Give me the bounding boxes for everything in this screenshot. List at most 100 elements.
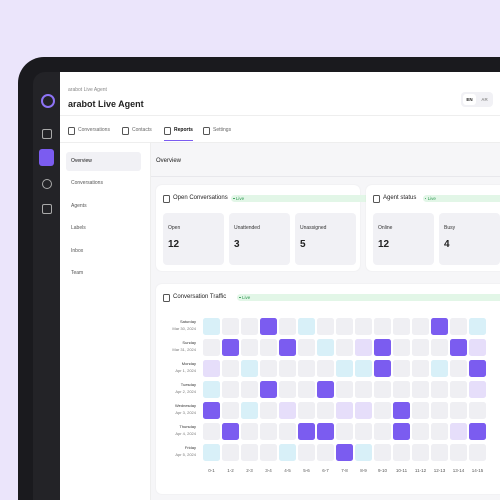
stat-value: 12 — [168, 239, 180, 250]
heatmap-cell — [393, 381, 410, 398]
row-day: Wednesday — [174, 403, 196, 408]
heatmap-cell — [279, 444, 296, 461]
heatmap-cell — [450, 402, 467, 419]
column-label: 0-1 — [208, 468, 215, 473]
column-label: 10-11 — [395, 468, 408, 473]
row-day: Saturday — [179, 319, 196, 324]
heatmap-cell — [412, 360, 429, 377]
row-day: Thursday — [179, 424, 196, 429]
heatmap-cell — [431, 339, 448, 356]
app: arabot Live Agent arabot Live Agent EN AR… — [60, 72, 500, 500]
heatmap-cell — [469, 318, 486, 335]
heatmap-cell — [241, 381, 258, 398]
live-badge: Live — [230, 195, 435, 202]
sidebar-item[interactable]: Agents — [71, 202, 87, 209]
heatmap-cell — [222, 339, 239, 356]
column-label: 14-15 — [471, 468, 484, 473]
bot-icon[interactable] — [42, 129, 52, 139]
heatmap-cell — [222, 381, 239, 398]
heatmap-cell — [203, 360, 220, 377]
card-icon — [373, 195, 380, 203]
heatmap-cell — [355, 360, 372, 377]
heatmap-cell — [241, 360, 258, 377]
stat-box: Open 12 — [163, 213, 224, 265]
tab[interactable]: Reports — [164, 124, 193, 141]
reports-icon[interactable] — [39, 149, 54, 166]
sidebar-item[interactable]: Inbox — [71, 247, 84, 254]
tab-icon — [164, 127, 171, 135]
heatmap-cell — [317, 381, 334, 398]
heatmap-cell — [469, 381, 486, 398]
header-title: arabot Live Agent — [68, 99, 144, 109]
card-title: Conversation Traffic — [173, 294, 227, 300]
heatmap-cell — [412, 318, 429, 335]
heatmap-cell — [241, 402, 258, 419]
row-date: Apr 3, 2024 — [175, 410, 196, 415]
column-label: 3-4 — [265, 468, 272, 473]
heatmap-cell — [298, 339, 315, 356]
stat-box: Unassigned 5 — [295, 213, 356, 265]
column-label: 1-2 — [227, 468, 234, 473]
stat-label: Open — [168, 225, 181, 231]
language-button[interactable]: EN — [463, 94, 476, 105]
heatmap-cell — [355, 402, 372, 419]
heatmap-cell — [393, 423, 410, 440]
heatmap-cell — [450, 423, 467, 440]
globe-icon[interactable] — [42, 179, 52, 189]
heatmap-cell — [317, 402, 334, 419]
sidebar: Overview Conversations Agents Labels Inbox Te… — [60, 143, 151, 500]
heatmap-cell — [203, 381, 220, 398]
heatmap-cell — [298, 318, 315, 335]
heatmap-cell — [222, 444, 239, 461]
heatmap-cell — [298, 381, 315, 398]
heatmap-cell — [336, 381, 353, 398]
heatmap-cell — [222, 423, 239, 440]
heatmap-cell — [279, 339, 296, 356]
stat-value: 5 — [300, 239, 306, 250]
language-button[interactable]: AR — [481, 97, 488, 102]
tab[interactable]: Settings — [213, 127, 232, 133]
heatmap-cell — [469, 360, 486, 377]
heatmap-cell — [393, 360, 410, 377]
heatmap-cell — [450, 444, 467, 461]
heatmap-cell — [431, 423, 448, 440]
content: Overview Open Conversations Live Open 12 Una… — [151, 143, 500, 500]
heatmap-cell — [260, 381, 277, 398]
heatmap-cell — [336, 360, 353, 377]
heatmap-cell — [279, 402, 296, 419]
sidebar-item[interactable]: Team — [71, 270, 84, 276]
heatmap-cell — [431, 444, 448, 461]
help-icon[interactable] — [42, 204, 52, 214]
heatmap-cell — [279, 423, 296, 440]
heatmap-cell — [279, 318, 296, 335]
heatmap-cell — [241, 444, 258, 461]
heatmap-cell — [336, 402, 353, 419]
stat-label: Online — [378, 225, 393, 231]
column-label: 6-7 — [322, 468, 329, 473]
row-day: Monday — [181, 361, 196, 366]
stat-box: Unattended 3 — [229, 213, 290, 265]
sidebar-item[interactable]: Overview — [66, 152, 141, 171]
heatmap-cell — [317, 360, 334, 377]
heatmap-cell — [203, 402, 220, 419]
column-label: 12-13 — [433, 468, 446, 473]
tab[interactable]: Contacts — [132, 127, 152, 133]
sidebar-item[interactable]: Conversations — [71, 180, 103, 187]
heatmap-cell — [279, 360, 296, 377]
column-label: 2-3 — [246, 468, 253, 473]
sidebar-item[interactable]: Labels — [71, 225, 86, 232]
heatmap-cell — [298, 423, 315, 440]
heatmap-cell — [450, 381, 467, 398]
heatmap-cell — [469, 402, 486, 419]
tab[interactable]: Conversations — [78, 127, 110, 133]
heatmap-cell — [355, 423, 372, 440]
heatmap-cell — [412, 444, 429, 461]
heatmap-cell — [260, 318, 277, 335]
tab-bar: Conversations Contacts Reports Settings — [60, 120, 500, 142]
heatmap-cell — [336, 339, 353, 356]
heatmap-cell — [203, 423, 220, 440]
heatmap-cell — [355, 381, 372, 398]
column-label: 5-6 — [303, 468, 310, 473]
tab-icon — [203, 127, 210, 135]
